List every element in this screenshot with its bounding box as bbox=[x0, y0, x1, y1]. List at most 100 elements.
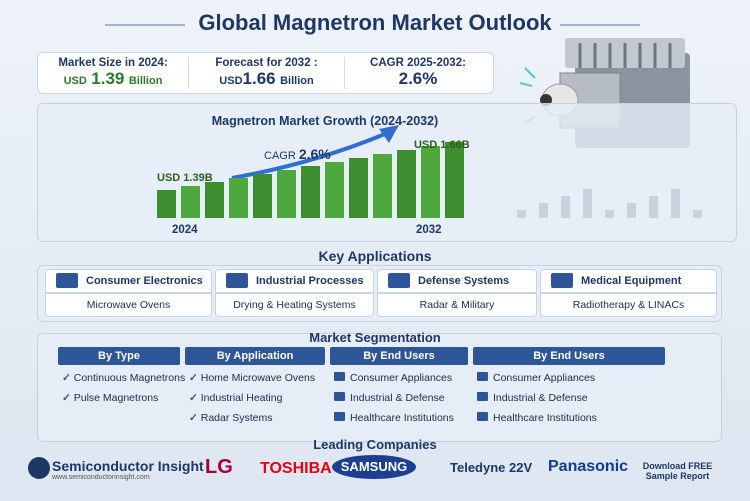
end-year: 2032 bbox=[416, 224, 442, 236]
start-year: 2024 bbox=[172, 224, 198, 236]
cagr-label: CAGR bbox=[264, 150, 296, 162]
segment-item: Industrial & Defense bbox=[477, 392, 588, 404]
logo: LG bbox=[205, 456, 233, 478]
value: 1.66 bbox=[242, 69, 276, 88]
segment-item: ✓ Continuous Magnetrons bbox=[62, 372, 186, 384]
app-icon bbox=[388, 273, 410, 288]
app-heading: Consumer Electronics bbox=[86, 275, 203, 287]
segment-item-text: Industrial & Defense bbox=[493, 392, 588, 404]
segment-item-text: Consumer Appliances bbox=[350, 372, 453, 384]
growth-bar bbox=[205, 182, 224, 218]
url: www.semiconductorinsight.com bbox=[52, 474, 150, 481]
logo: Panasonic bbox=[548, 458, 629, 475]
value: 2.6% bbox=[398, 69, 438, 88]
app-heading: Medical Equipment bbox=[581, 275, 682, 287]
stat-label: Market Size in 2024: bbox=[58, 57, 168, 69]
segment-item-text: Home Microwave Ovens bbox=[200, 372, 316, 384]
cta-line[interactable]: Download FREE bbox=[642, 461, 713, 471]
segment-heading: By Application bbox=[185, 347, 325, 365]
segment-item: ✓ Home Microwave Ovens bbox=[189, 372, 316, 384]
segment-item-text: Healthcare Institutions bbox=[493, 412, 597, 424]
background-bar bbox=[671, 189, 680, 218]
segment-item-text: Industrial Heating bbox=[200, 392, 283, 404]
prefix: USD bbox=[63, 75, 87, 87]
section-title: Leading Companies bbox=[313, 437, 437, 452]
app-icon bbox=[226, 273, 248, 288]
rule bbox=[560, 24, 640, 26]
logo: SAMSUNG bbox=[332, 455, 416, 479]
app-sub: Radar & Military bbox=[419, 299, 495, 311]
suffix: Billion bbox=[128, 75, 163, 87]
start-label: USD 1.39B bbox=[157, 172, 213, 184]
cagr: CAGR 2.6% bbox=[264, 146, 331, 162]
segment-item-text: Industrial & Defense bbox=[350, 392, 445, 404]
growth-bar bbox=[349, 158, 368, 218]
background-bar bbox=[693, 210, 702, 218]
stat-label: Forecast for 2032 : bbox=[215, 57, 318, 69]
segment-item-text: Radar Systems bbox=[200, 412, 273, 424]
segment-item: Healthcare Institutions bbox=[477, 412, 597, 424]
growth-bar bbox=[373, 154, 392, 218]
growth-bar bbox=[445, 142, 464, 218]
segment-item: Consumer Appliances bbox=[334, 372, 452, 384]
cta[interactable]: Download FREE Sample Report bbox=[640, 461, 715, 481]
app-heading: Industrial Processes bbox=[256, 275, 364, 287]
value: 1.39 bbox=[91, 69, 125, 88]
stats: Market Size in 2024: USD 1.39 Billion Fo… bbox=[37, 52, 494, 94]
segment-item: ✓ Radar Systems bbox=[189, 412, 273, 424]
brand: Semiconductor Insight bbox=[52, 458, 204, 474]
cta-line[interactable]: Sample Report bbox=[645, 471, 710, 481]
app-icon bbox=[56, 273, 78, 288]
logo: Teledyne 22V bbox=[450, 460, 533, 475]
section-title: Key Applications bbox=[318, 248, 432, 264]
stat: CAGR 2025-2032: 2.6% bbox=[343, 57, 493, 89]
app-sub-box: Microwave Ovens bbox=[45, 293, 212, 317]
segment-item: ✓ Industrial Heating bbox=[189, 392, 283, 404]
growth-bar bbox=[157, 190, 176, 218]
app-sub: Microwave Ovens bbox=[86, 299, 171, 311]
growth-bar bbox=[301, 166, 320, 218]
segment-item-text: Consumer Appliances bbox=[493, 372, 596, 384]
growth-chart bbox=[157, 125, 702, 218]
stat: Market Size in 2024: USD 1.39 Billion bbox=[38, 57, 188, 89]
segment-heading: By End Users bbox=[330, 347, 468, 365]
app-sub-box: Drying & Heating Systems bbox=[215, 293, 374, 317]
cagr-value: 2.6% bbox=[298, 146, 331, 162]
growth-bar bbox=[397, 150, 416, 218]
suffix: Billion bbox=[280, 75, 314, 87]
background-bar bbox=[649, 196, 658, 218]
growth-title: Magnetron Market Growth (2024-2032) bbox=[211, 114, 439, 128]
rule bbox=[105, 24, 185, 26]
app-sub-box: Radar & Military bbox=[377, 293, 537, 317]
prefix: USD bbox=[219, 75, 243, 87]
brand-icon bbox=[28, 457, 50, 479]
segment-item: Consumer Appliances bbox=[477, 372, 595, 384]
app-heading-box: Medical Equipment bbox=[540, 269, 717, 293]
stat: Forecast for 2032 : USD1.66 Billion bbox=[188, 57, 345, 89]
title: Global Magnetron Market Outlook bbox=[198, 10, 552, 35]
app-heading-box: Defense Systems bbox=[377, 269, 537, 293]
growth-bar bbox=[421, 146, 440, 218]
background-bar bbox=[583, 189, 592, 218]
segment-heading: By Type bbox=[58, 347, 180, 365]
app-icon bbox=[551, 273, 573, 288]
end-label: USD 1.66B bbox=[414, 139, 470, 151]
app-heading-box: Consumer Electronics bbox=[45, 269, 212, 293]
growth-bar bbox=[253, 174, 272, 218]
background-bar bbox=[517, 210, 526, 218]
stat-label: CAGR 2025-2032: bbox=[370, 57, 466, 69]
app-heading-box: Industrial Processes bbox=[215, 269, 374, 293]
background-bar bbox=[561, 196, 570, 218]
growth-bar bbox=[277, 170, 296, 218]
app-sub: Drying & Heating Systems bbox=[233, 299, 356, 311]
growth-bar bbox=[325, 162, 344, 218]
background-bar bbox=[605, 210, 614, 218]
app-sub: Radiotherapy & LINACs bbox=[572, 299, 685, 311]
app-heading: Defense Systems bbox=[418, 275, 510, 287]
growth-bar bbox=[181, 186, 200, 218]
segment-item: ✓ Pulse Magnetrons bbox=[62, 392, 159, 404]
segment-item-text: Pulse Magnetrons bbox=[73, 392, 159, 404]
segment-item-text: Healthcare Institutions bbox=[350, 412, 454, 424]
background-bar bbox=[627, 203, 636, 218]
